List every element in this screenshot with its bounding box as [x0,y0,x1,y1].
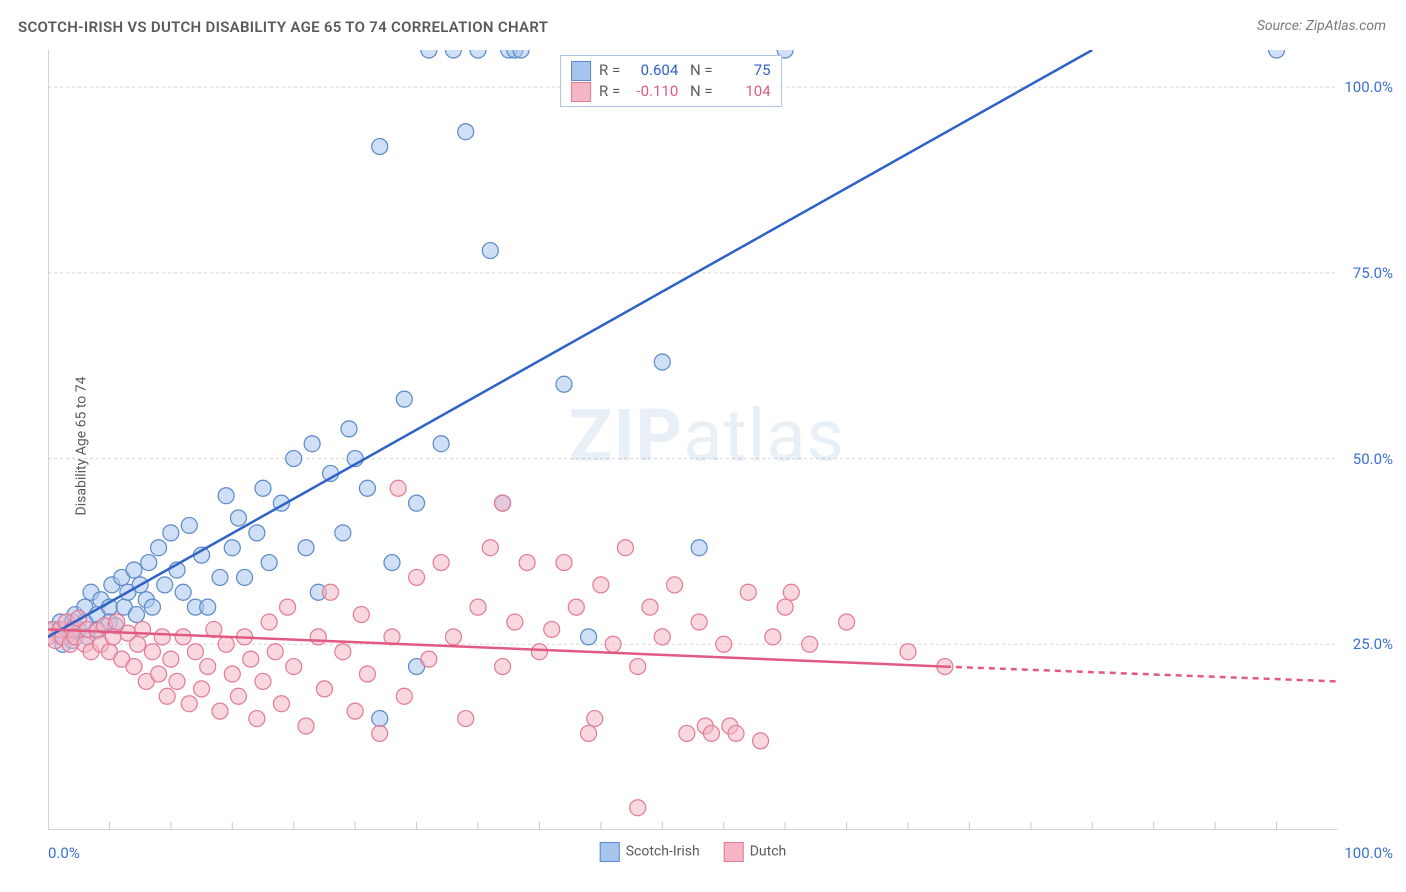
x-tick-label-max: 100.0% [1344,844,1393,862]
r-value-series2: -0.110 [628,81,678,102]
legend-row-series1: R = 0.604 N = 75 [571,60,771,81]
plot-area: ZIPatlas R = 0.604 N = 75 R = -0.110 N =… [48,50,1338,830]
x-tick-label-min: 0.0% [48,844,80,862]
legend-swatch-series1 [571,61,591,81]
r-value-series1: 0.604 [628,60,678,81]
y-tick-label: 50.0% [1353,450,1393,468]
legend-swatch-icon [600,842,620,862]
y-tick-label: 100.0% [1344,78,1393,96]
legend-swatch-series2 [571,82,591,102]
legend-item-series1: Scotch-Irish [600,842,700,862]
correlation-legend: R = 0.604 N = 75 R = -0.110 N = 104 [560,55,782,107]
y-tick-label: 75.0% [1353,264,1393,282]
series-legend: Scotch-Irish Dutch [600,842,787,862]
chart-container: SCOTCH-IRISH VS DUTCH DISABILITY AGE 65 … [0,0,1406,892]
legend-swatch-icon [724,842,744,862]
scatter-svg [48,50,1338,830]
legend-row-series2: R = -0.110 N = 104 [571,81,771,102]
n-value-series2: 104 [721,81,771,102]
legend-item-series2: Dutch [724,842,787,862]
n-value-series1: 75 [721,60,771,81]
y-tick-label: 25.0% [1353,635,1393,653]
chart-title: SCOTCH-IRISH VS DUTCH DISABILITY AGE 65 … [18,18,548,36]
source-attribution: Source: ZipAtlas.com [1257,18,1386,34]
